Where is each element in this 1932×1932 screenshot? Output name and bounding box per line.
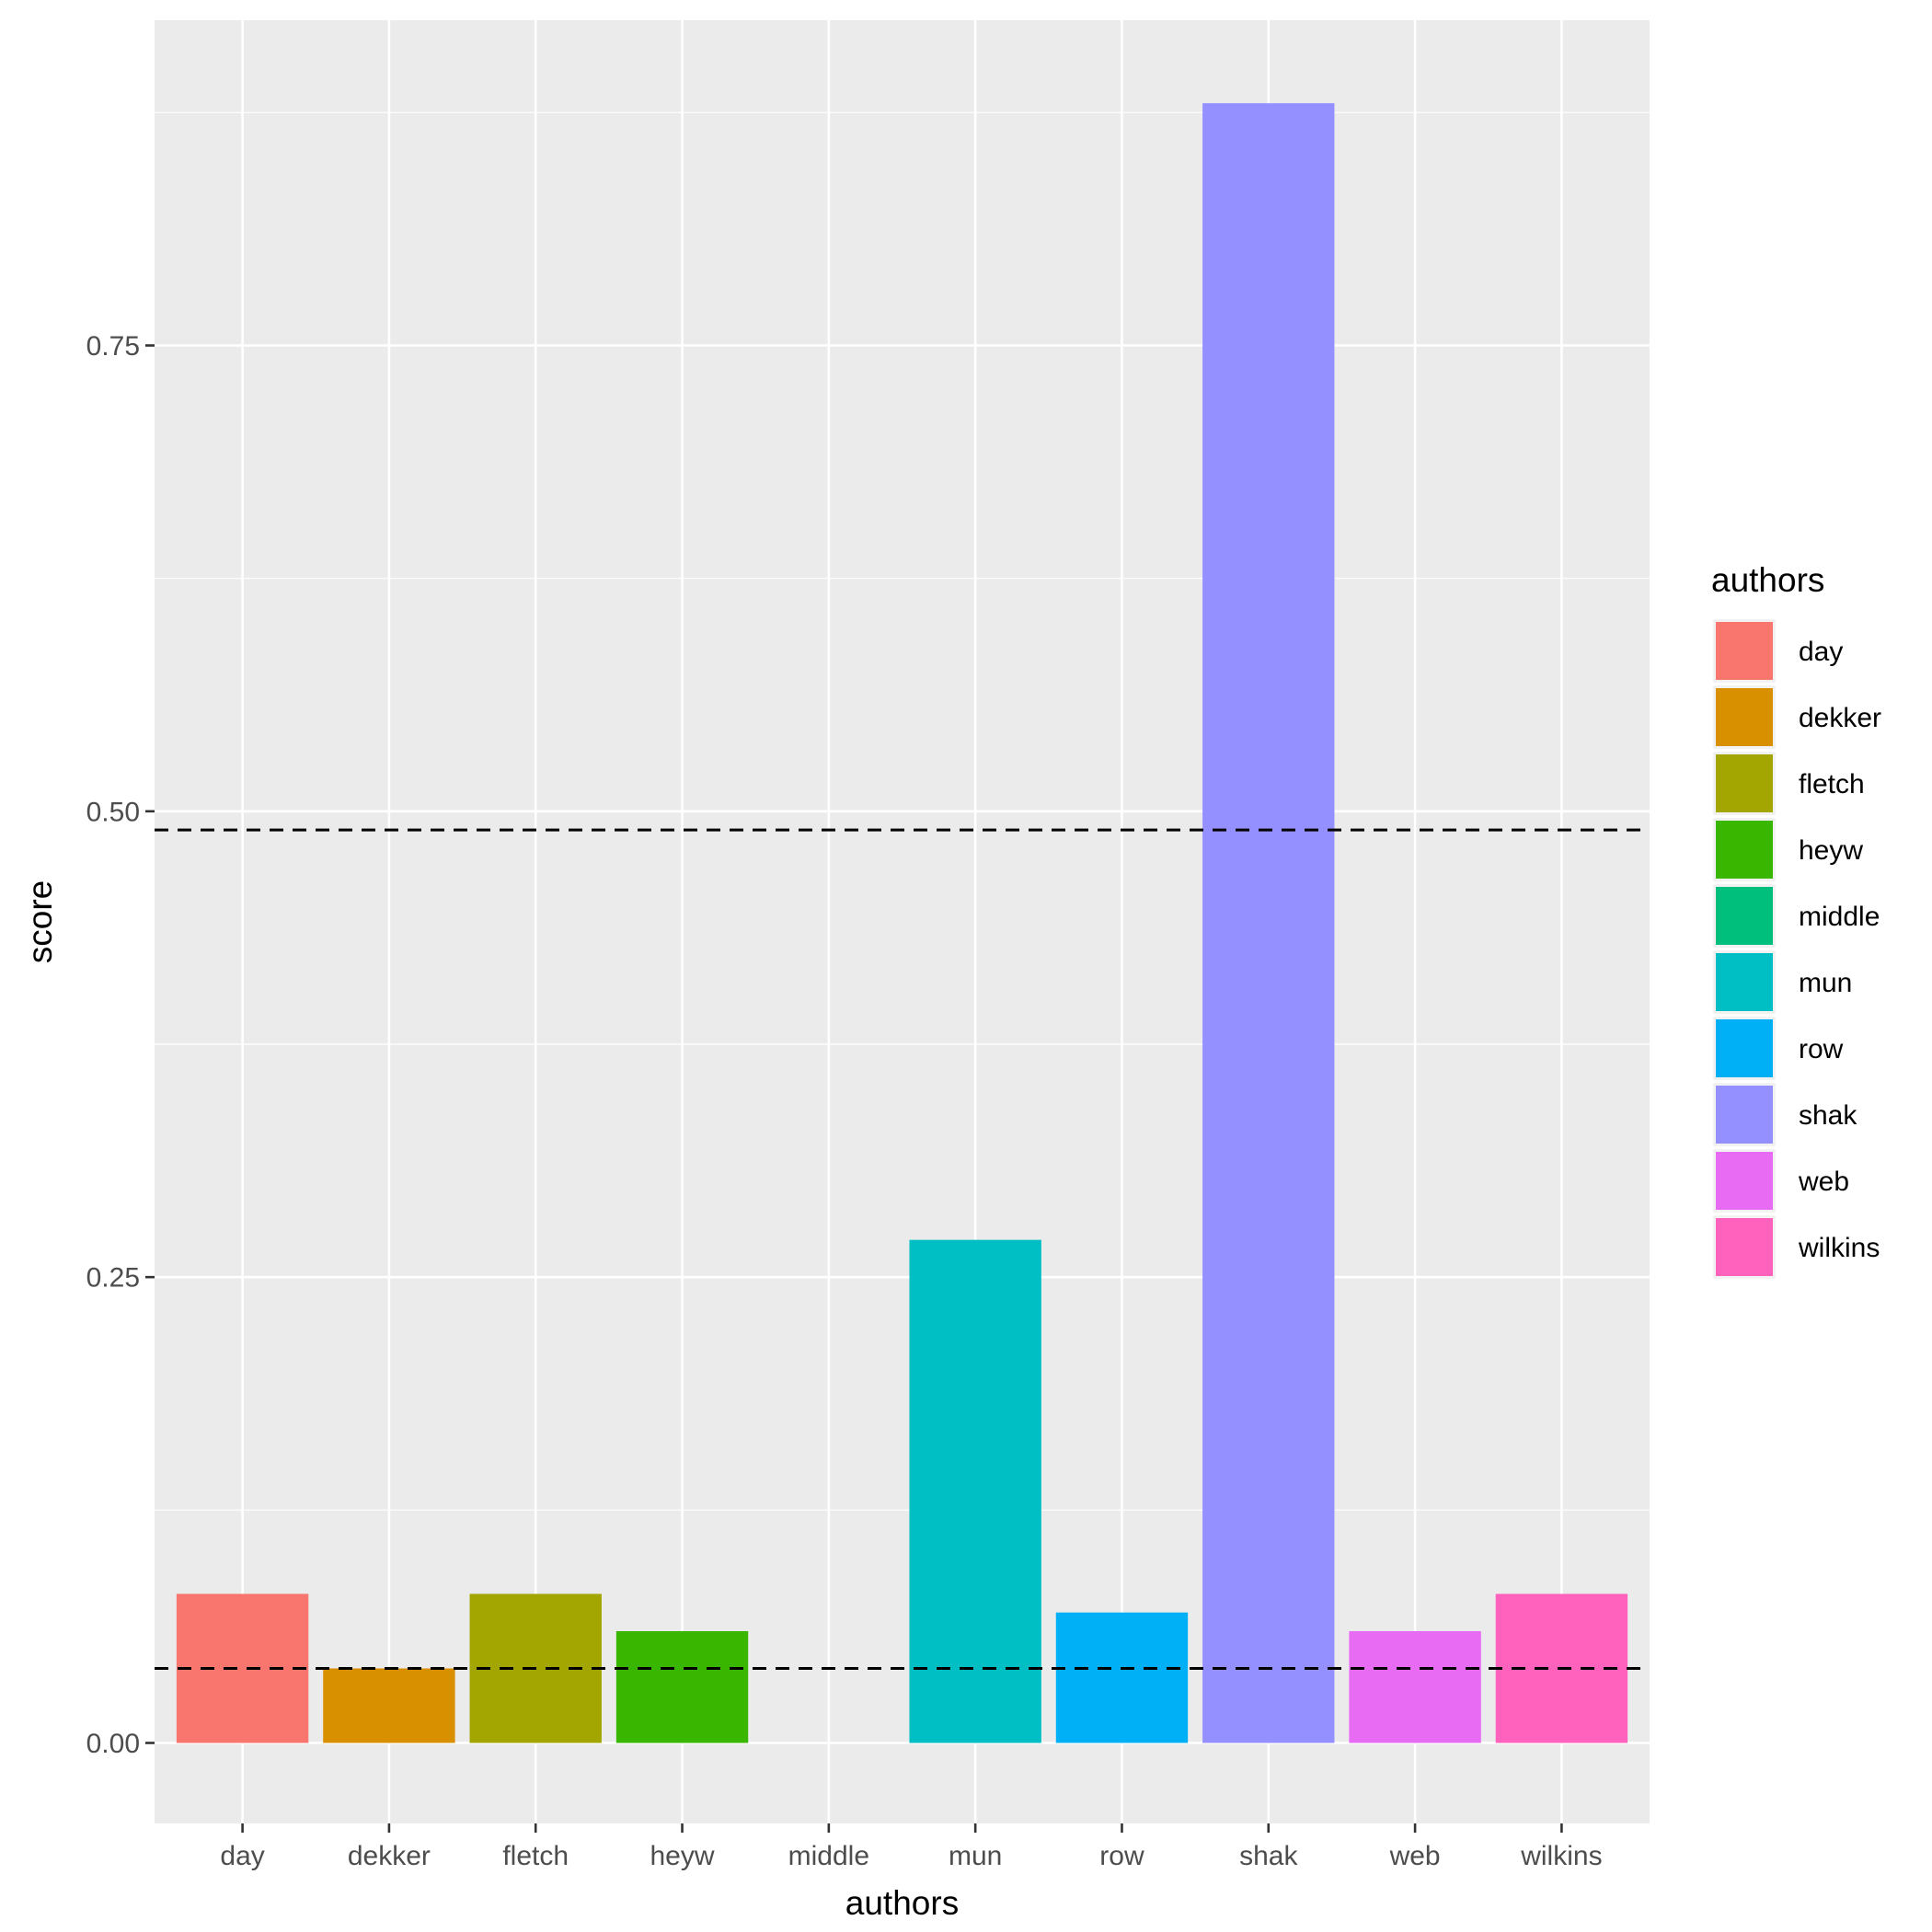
bar-mun — [909, 1239, 1041, 1743]
x-axis: day dekker fletch heyw middle mun row shak web wi… — [220, 1823, 1603, 1871]
y-tick-label: 0.00 — [86, 1729, 140, 1759]
x-tick-label: web — [1389, 1841, 1441, 1871]
legend-swatch-day — [1716, 622, 1773, 680]
bars — [176, 103, 1628, 1743]
y-axis-title: score — [21, 880, 59, 963]
x-tick-label: heyw — [650, 1841, 715, 1871]
bar-heyw — [615, 1630, 749, 1743]
x-tick-label: fletch — [502, 1841, 569, 1871]
bar-dekker — [323, 1668, 455, 1743]
x-tick-label: shak — [1239, 1841, 1298, 1871]
bar-row — [1055, 1612, 1189, 1743]
legend: authors day dekker fletch heyw middle mun row s… — [1711, 561, 1881, 1279]
y-tick-label: 0.75 — [86, 331, 140, 362]
legend-title: authors — [1711, 561, 1824, 599]
legend-swatch-fletch — [1716, 754, 1773, 812]
legend-label-heyw: heyw — [1799, 835, 1863, 866]
grid-minor — [155, 111, 1650, 1511]
legend-label-fletch: fletch — [1799, 769, 1865, 799]
legend-label-shak: shak — [1799, 1100, 1857, 1131]
x-axis-title: authors — [845, 1884, 959, 1922]
bar-day — [176, 1593, 309, 1743]
plot-panel — [155, 20, 1650, 1823]
legend-swatch-middle — [1716, 887, 1773, 945]
legend-label-mun: mun — [1799, 968, 1852, 998]
x-tick-label: dekker — [348, 1841, 431, 1871]
legend-label-middle: middle — [1799, 902, 1880, 932]
legend-swatch-dekker — [1716, 688, 1773, 746]
legend-swatch-web — [1716, 1152, 1773, 1210]
x-tick-label: wilkins — [1520, 1841, 1602, 1871]
x-tick-label: mun — [949, 1841, 1002, 1871]
legend-label-web: web — [1798, 1167, 1849, 1197]
bar-shak — [1202, 103, 1335, 1743]
legend-items: day dekker fletch heyw middle mun row shak web wi… — [1713, 619, 1881, 1279]
legend-label-row: row — [1799, 1034, 1844, 1064]
legend-label-dekker: dekker — [1799, 703, 1881, 733]
y-tick-label: 0.50 — [86, 797, 140, 827]
x-tick-label: row — [1099, 1841, 1144, 1871]
y-axis: 0.00 0.25 0.50 0.75 — [86, 331, 155, 1759]
legend-label-wilkins: wilkins — [1798, 1233, 1880, 1263]
bar-web — [1349, 1630, 1481, 1743]
legend-swatch-mun — [1716, 953, 1773, 1011]
legend-label-day: day — [1799, 637, 1843, 667]
x-tick-label: middle — [788, 1841, 869, 1871]
legend-swatch-wilkins — [1716, 1218, 1773, 1276]
legend-swatch-heyw — [1716, 821, 1773, 879]
legend-swatch-shak — [1716, 1086, 1773, 1144]
reference-lines — [155, 828, 1650, 1670]
legend-swatch-row — [1716, 1019, 1773, 1077]
x-tick-label: day — [220, 1841, 264, 1871]
y-tick-label: 0.25 — [86, 1263, 140, 1294]
